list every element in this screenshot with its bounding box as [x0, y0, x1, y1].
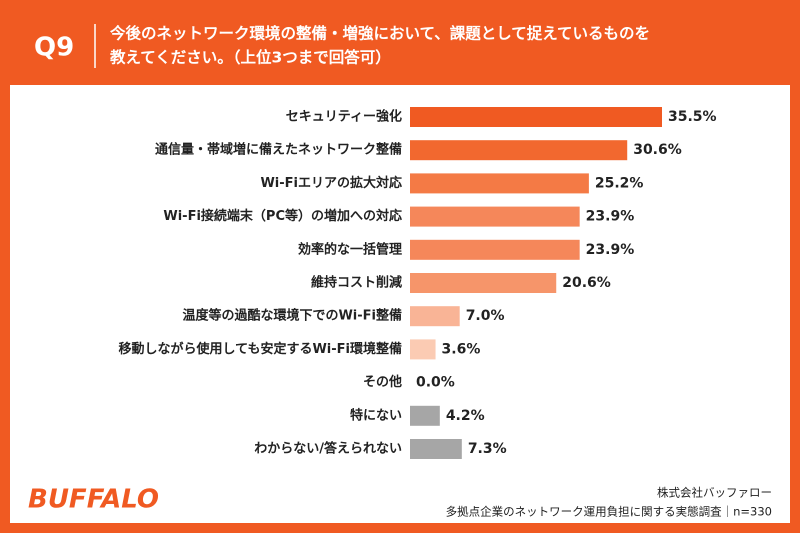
category-label: 効率的な一括管理 [298, 241, 402, 257]
category-label: その他 [363, 374, 402, 390]
bar [410, 273, 557, 293]
category-label: 温度等の過酷な環境下でのWi-Fi整備 [182, 308, 402, 324]
value-label: 23.9% [586, 209, 635, 225]
value-label: 7.3% [468, 441, 507, 457]
value-label: 3.6% [442, 341, 481, 357]
value-label: 7.0% [466, 308, 505, 324]
bar [410, 306, 460, 327]
bar [410, 439, 462, 459]
value-label: 30.6% [633, 142, 682, 158]
bar [410, 405, 440, 426]
category-label: Wi-Fi接続端末（PC等）の増加への対応 [163, 208, 402, 224]
chart-title: 教えてください。（上位3つまで回答可） [110, 48, 391, 67]
bar [410, 173, 589, 194]
source: 多拠点企業のネットワーク運用負担に関する実態調査｜n=330 [446, 505, 772, 519]
category-label: 移動しながら使用しても安定するWi-Fi環境整備 [119, 341, 403, 357]
category-label: 維持コスト削減 [311, 275, 402, 291]
bar [410, 339, 436, 360]
value-label: 4.2% [446, 408, 485, 424]
panel [10, 85, 790, 523]
category-label: わからない/答えられない [254, 441, 402, 457]
chart-title: 今後のネットワーク環境の整備・増強において、課題として捉えているものを [110, 24, 650, 43]
value-label: 25.2% [595, 175, 644, 191]
category-label: 特にない [350, 407, 402, 423]
bar [410, 140, 628, 161]
value-label: 23.9% [586, 242, 635, 258]
bar [410, 206, 580, 227]
bar [410, 107, 662, 127]
brand-logo: BUFFALO [28, 485, 159, 515]
category-label: セキュリティー強化 [286, 109, 402, 125]
category-label: 通信量・帯域増に備えたネットワーク整備 [155, 142, 402, 158]
bar [410, 239, 580, 260]
category-label: Wi-Fiエリアの拡大対応 [260, 175, 402, 191]
question-number: Q9 [34, 33, 74, 63]
value-label: 35.5% [668, 109, 717, 125]
value-label: 20.6% [562, 275, 611, 291]
value-label: 0.0% [416, 375, 455, 391]
source: 株式会社バッファロー [657, 486, 772, 500]
